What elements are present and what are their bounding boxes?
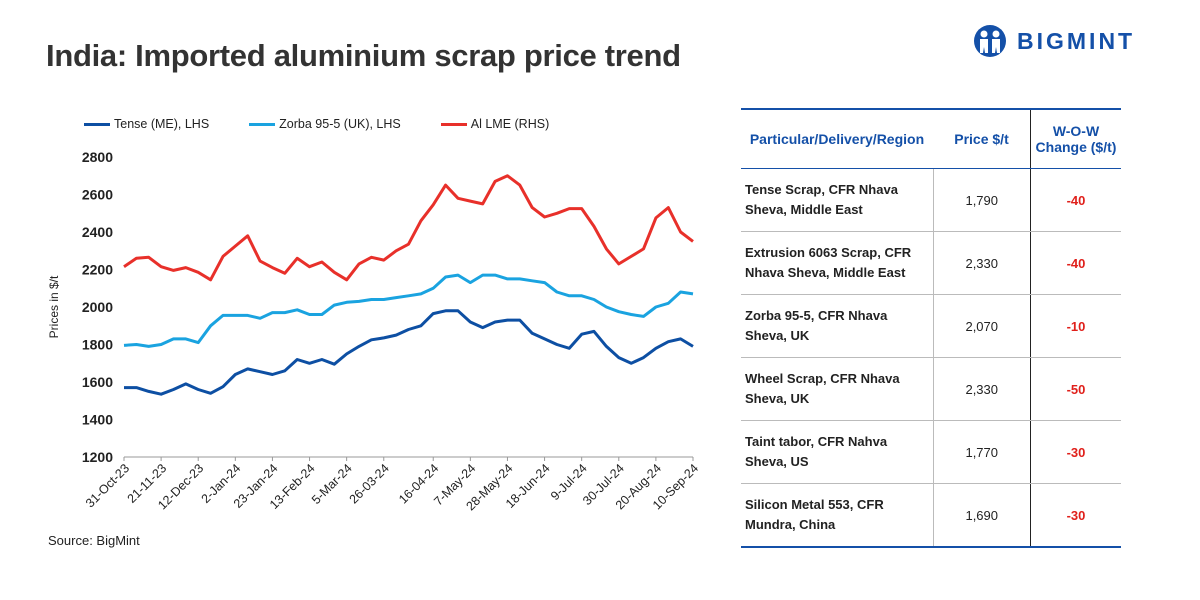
chart-legend: Tense (ME), LHS Zorba 95-5 (UK), LHS Al … [84, 117, 589, 131]
row-name: Wheel Scrap, CFR Nhava Sheva, UK [741, 357, 933, 421]
legend-swatch [84, 122, 110, 126]
legend-item-lme: Al LME (RHS) [440, 117, 550, 131]
legend-label: Al LME (RHS) [470, 117, 550, 131]
legend-label: Tense (ME), LHS [114, 117, 210, 131]
row-change: -40 [1030, 231, 1121, 295]
row-change: -40 [1030, 168, 1121, 232]
series-line-tense [124, 309, 694, 396]
header-particular: Particular/Delivery/Region [741, 108, 933, 169]
row-name: Tense Scrap, CFR Nhava Sheva, Middle Eas… [741, 168, 933, 232]
bigmint-logo-icon [974, 25, 1006, 57]
x-tick-label: 5-Mar-24 [309, 461, 355, 507]
row-change: -30 [1030, 420, 1121, 484]
row-name: Taint tabor, CFR Nahva Sheva, US [741, 420, 933, 484]
y-tick-label: 2400 [82, 224, 113, 240]
series-line-lme [123, 174, 694, 282]
table-row: Wheel Scrap, CFR Nhava Sheva, UK 2,330 -50 [741, 357, 1121, 421]
table-row: Taint tabor, CFR Nahva Sheva, US 1,770 -30 [741, 420, 1121, 484]
page-title: India: Imported aluminium scrap price tr… [46, 38, 681, 73]
legend-item-zorba: Zorba 95-5 (UK), LHS [249, 117, 401, 131]
x-tick-label: 31-Oct-23 [83, 461, 132, 510]
table-row: Extrusion 6063 Scrap, CFR Nhava Sheva, M… [741, 231, 1121, 295]
legend-label: Zorba 95-5 (UK), LHS [279, 117, 401, 131]
row-change: -10 [1030, 294, 1121, 358]
header-price: Price $/t [933, 108, 1031, 169]
row-price: 2,330 [932, 231, 1031, 295]
row-price: 1,690 [932, 483, 1031, 548]
y-tick-label: 1800 [82, 337, 113, 353]
price-table: Particular/Delivery/Region Price $/t W-O… [741, 108, 1121, 548]
logo-text: BIGMINT [1017, 27, 1136, 54]
series-line-zorba [123, 273, 694, 348]
source-note: Source: BigMint [48, 533, 140, 548]
y-tick-label: 1400 [82, 412, 113, 428]
y-tick-label: 2600 [82, 187, 113, 203]
legend-swatch [249, 122, 276, 126]
row-price: 1,790 [932, 168, 1031, 232]
table-row: Tense Scrap, CFR Nhava Sheva, Middle Eas… [741, 168, 1121, 232]
y-tick-label: 2200 [82, 262, 113, 278]
y-axis-label: Prices in $/t [47, 275, 61, 338]
bigmint-logo: BIGMINT [973, 24, 1135, 58]
y-tick-label: 1600 [82, 374, 113, 390]
row-change: -50 [1030, 357, 1121, 421]
row-name: Extrusion 6063 Scrap, CFR Nhava Sheva, M… [741, 231, 933, 295]
legend-swatch [440, 122, 467, 126]
row-name: Silicon Metal 553, CFR Mundra, China [741, 483, 933, 548]
header-change: W-O-W Change ($/t) [1030, 108, 1121, 169]
row-change: -30 [1030, 483, 1121, 548]
table-header-row: Particular/Delivery/Region Price $/t W-O… [741, 108, 1121, 169]
row-price: 2,330 [932, 357, 1031, 421]
y-tick-label: 1200 [82, 449, 113, 465]
row-price: 1,770 [932, 420, 1031, 484]
row-price: 2,070 [932, 294, 1031, 358]
line-chart: 1200 1400 1600 1800 2000 2200 2400 2600 2800 Pric… [47, 149, 701, 513]
legend-item-tense: Tense (ME), LHS [84, 117, 209, 131]
x-tick-label: 26-03-24 [347, 461, 392, 506]
y-tick-label: 2000 [82, 299, 113, 315]
row-name: Zorba 95-5, CFR Nhava Sheva, UK [741, 294, 933, 358]
table-row: Silicon Metal 553, CFR Mundra, China 1,69… [741, 483, 1121, 548]
table-row: Zorba 95-5, CFR Nhava Sheva, UK 2,070 -10 [741, 294, 1121, 358]
y-tick-label: 2800 [82, 149, 113, 165]
